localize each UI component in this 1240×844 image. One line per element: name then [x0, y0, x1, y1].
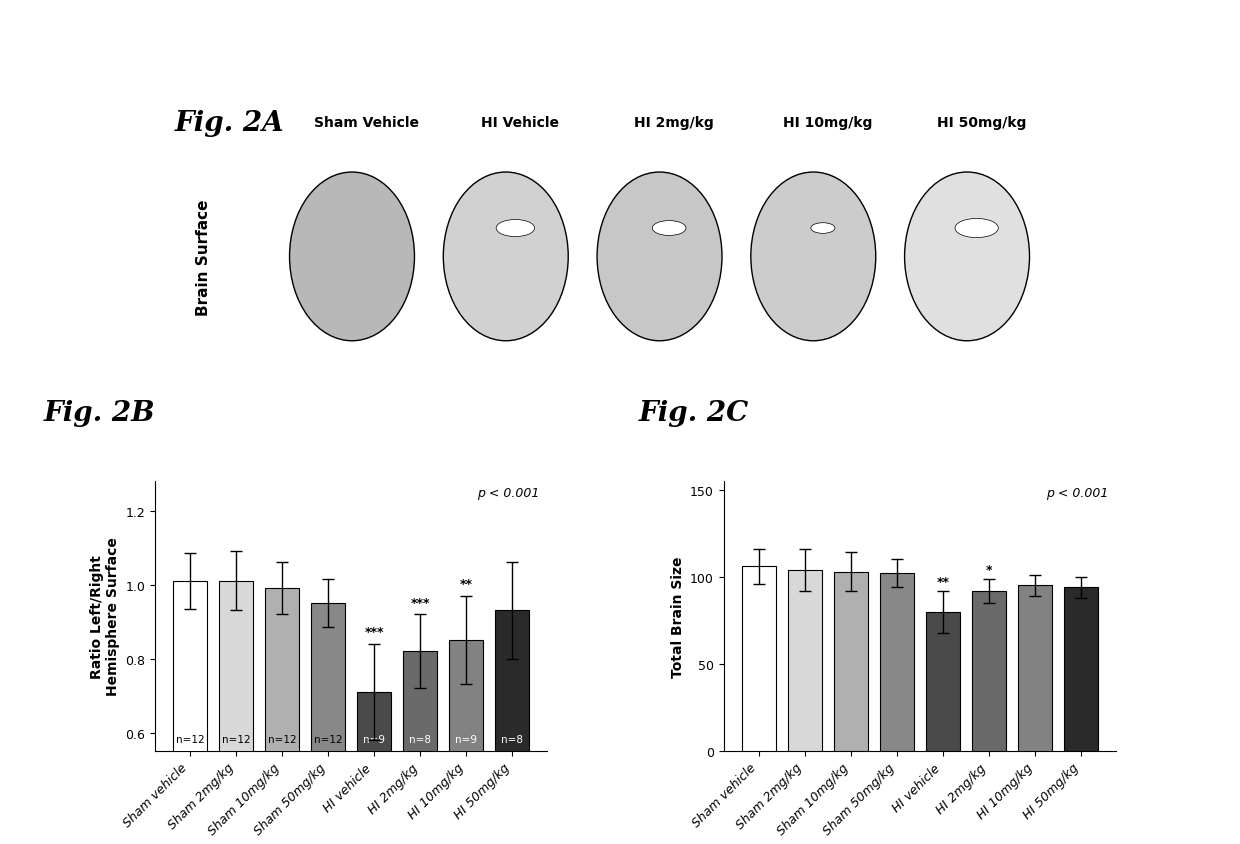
Ellipse shape	[598, 173, 722, 341]
Text: p < 0.001: p < 0.001	[477, 487, 539, 500]
Bar	[357, 692, 392, 844]
Ellipse shape	[652, 221, 686, 236]
Y-axis label: Total Brain Size: Total Brain Size	[671, 555, 684, 677]
Bar	[833, 572, 868, 751]
Text: Fig. 2A: Fig. 2A	[174, 110, 284, 137]
Bar	[787, 571, 822, 751]
Bar	[742, 566, 776, 751]
Text: n=12: n=12	[314, 733, 342, 744]
Text: **: **	[936, 576, 950, 588]
Text: Fig. 2B: Fig. 2B	[43, 399, 155, 426]
Text: n=12: n=12	[176, 733, 205, 744]
Text: ***: ***	[410, 596, 430, 609]
Ellipse shape	[904, 173, 1029, 341]
Bar	[879, 574, 914, 751]
Text: ***: ***	[365, 625, 384, 638]
Text: n=8: n=8	[409, 733, 432, 744]
Text: *: *	[986, 563, 992, 576]
Ellipse shape	[751, 173, 875, 341]
Text: n=12: n=12	[268, 733, 296, 744]
Bar	[403, 652, 438, 844]
Text: HI 2mg/kg: HI 2mg/kg	[634, 116, 714, 129]
Bar	[172, 582, 207, 844]
Ellipse shape	[496, 220, 534, 237]
Bar	[311, 603, 346, 844]
Text: Sham Vehicle: Sham Vehicle	[314, 116, 419, 129]
Bar	[1018, 586, 1053, 751]
Text: n=9: n=9	[455, 733, 477, 744]
Bar	[218, 582, 253, 844]
Ellipse shape	[444, 173, 568, 341]
Text: n=9: n=9	[363, 733, 386, 744]
Text: HI 10mg/kg: HI 10mg/kg	[782, 116, 873, 129]
Text: HI 50mg/kg: HI 50mg/kg	[936, 116, 1027, 129]
Text: n=12: n=12	[222, 733, 250, 744]
Ellipse shape	[811, 224, 835, 234]
Bar	[495, 611, 529, 844]
Bar	[1064, 587, 1099, 751]
Bar	[925, 612, 960, 751]
Y-axis label: Ratio Left/Right
Hemisphere Surface: Ratio Left/Right Hemisphere Surface	[89, 537, 120, 695]
Text: p < 0.001: p < 0.001	[1045, 487, 1109, 500]
Text: **: **	[460, 577, 472, 591]
Ellipse shape	[289, 173, 414, 341]
Text: n=8: n=8	[501, 733, 523, 744]
Text: Fig. 2C: Fig. 2C	[639, 399, 749, 426]
Text: Brain Surface: Brain Surface	[196, 199, 211, 316]
Bar	[265, 588, 299, 844]
Bar	[449, 641, 484, 844]
Ellipse shape	[955, 219, 998, 238]
Bar	[972, 591, 1006, 751]
Text: HI Vehicle: HI Vehicle	[481, 116, 559, 129]
